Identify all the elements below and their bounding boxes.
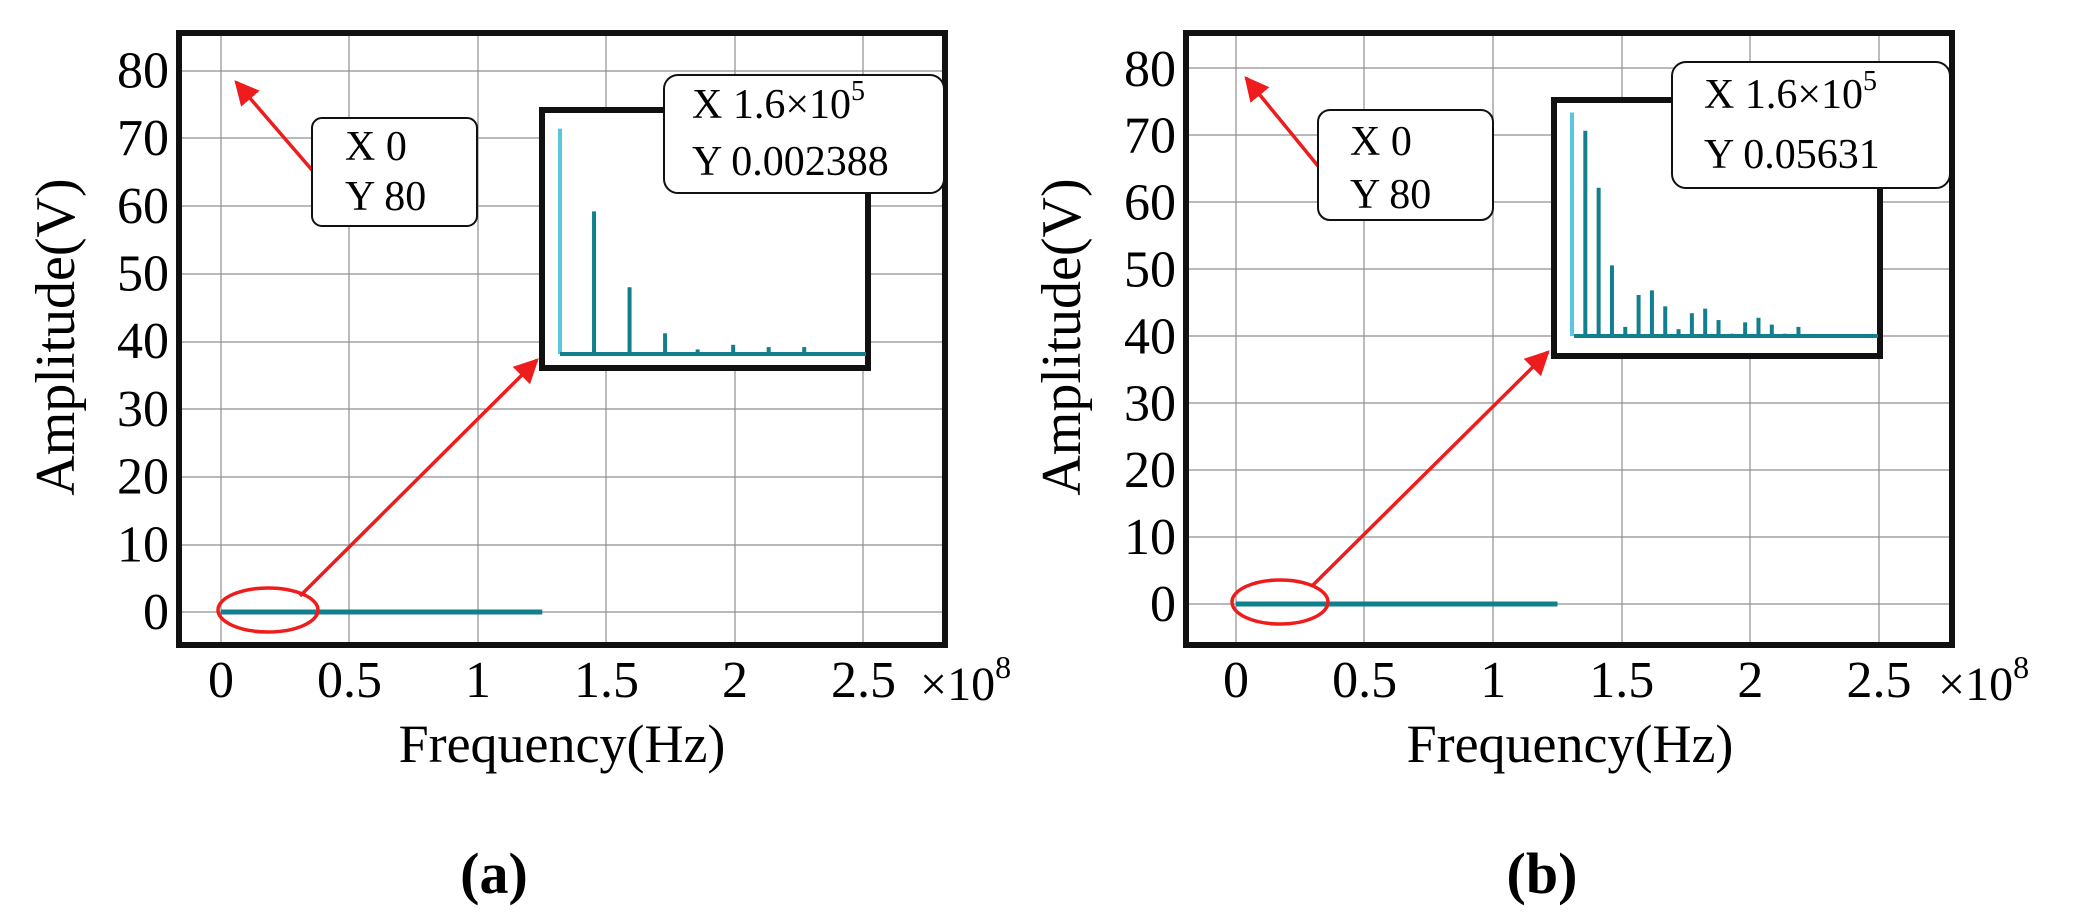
datatip-box (311, 117, 478, 227)
y-tick-label: 80 (1124, 41, 1176, 98)
datatip-y: Y 80 (345, 174, 426, 220)
y-axis-label: Amplitude(V) (1031, 178, 1093, 495)
x-tick-label: 2.5 (831, 652, 896, 709)
datatip-y: Y 0.002388 (692, 139, 889, 185)
y-tick-label: 30 (117, 381, 169, 438)
y-axis-label: Amplitude(V) (25, 178, 87, 495)
datatip-x: X 1.6×105 (1704, 66, 1877, 118)
x-axis-multiplier: ×108 (1938, 649, 2029, 711)
datatip-box (1317, 109, 1494, 221)
x-tick-label: 0.5 (317, 652, 382, 709)
x-tick-label: 1.5 (1589, 652, 1654, 709)
datatip-x-exponent: 5 (851, 76, 865, 107)
datatip-x: X 0 (345, 124, 407, 170)
datatip-peak: X 0 Y 80 (311, 117, 478, 227)
panel-a-x-ticks: 0 0.5 1 1.5 2 2.5 (208, 652, 896, 709)
y-tick-label: 70 (117, 110, 169, 167)
datatip-harmonic: X 1.6×105 Y 0.05631 (1671, 61, 1951, 189)
y-tick-label: 60 (1124, 175, 1176, 232)
y-tick-label: 40 (1124, 308, 1176, 365)
x-axis-label: Frequency(Hz) (1407, 714, 1734, 774)
panel-b-y-ticks: 0 10 20 30 40 50 60 70 80 (1124, 41, 1176, 633)
x-axis-multiplier-exponent: 8 (2013, 649, 2029, 685)
x-axis-multiplier: ×108 (920, 649, 1011, 711)
y-tick-label: 70 (1124, 108, 1176, 165)
datatip-harmonic: X 1.6×105 Y 0.002388 (663, 74, 945, 194)
zoom-region-ellipse (1230, 578, 1330, 626)
x-tick-label: 0 (1223, 652, 1249, 709)
y-tick-label: 10 (117, 516, 169, 573)
x-tick-label: 1.5 (574, 652, 639, 709)
panel-label-a: (a) (460, 841, 528, 906)
y-tick-label: 60 (117, 178, 169, 235)
x-axis-multiplier-exponent: 8 (995, 649, 1011, 685)
x-tick-label: 2 (1737, 652, 1763, 709)
zoom-region-ellipse (216, 586, 320, 634)
datatip-x: X 1.6×105 (692, 76, 865, 128)
panel-a: 0 0.5 1 1.5 2 2.5 0 10 20 30 40 50 60 70… (25, 30, 1011, 906)
x-tick-label: 0 (208, 652, 234, 709)
y-tick-label: 20 (1124, 442, 1176, 499)
x-tick-label: 1 (465, 652, 491, 709)
datatip-peak: X 0 Y 80 (1317, 109, 1494, 221)
inset-spikes (558, 128, 807, 354)
y-tick-label: 0 (1150, 576, 1176, 633)
y-tick-label: 50 (1124, 242, 1176, 299)
panel-b-series (1233, 68, 1558, 607)
datatip-x-base: X 1.6×10 (1704, 72, 1863, 118)
x-axis-multiplier-base: ×10 (920, 658, 995, 711)
panel-label-b: (b) (1507, 841, 1578, 906)
x-tick-label: 1 (1480, 652, 1506, 709)
datatip-box (1671, 61, 1951, 189)
y-tick-label: 10 (1124, 509, 1176, 566)
datatip-x-exponent: 5 (1863, 66, 1877, 97)
peak-arrow (1244, 76, 1320, 168)
x-tick-label: 0.5 (1332, 652, 1397, 709)
panel-b-x-ticks: 0 0.5 1 1.5 2 2.5 (1223, 652, 1912, 709)
panel-b: 0 0.5 1 1.5 2 2.5 0 10 20 30 40 50 60 70… (1031, 30, 2029, 906)
x-axis-multiplier-base: ×10 (1938, 658, 2013, 711)
y-tick-label: 40 (117, 313, 169, 370)
y-tick-label: 0 (143, 584, 169, 641)
y-tick-label: 20 (117, 449, 169, 506)
datatip-x-base: X 1.6×10 (692, 82, 851, 128)
y-tick-label: 30 (1124, 375, 1176, 432)
datatip-y: Y 80 (1350, 172, 1431, 218)
x-tick-label: 2 (722, 652, 748, 709)
inset-spikes (1570, 112, 1801, 336)
x-tick-label: 2.5 (1847, 652, 1912, 709)
x-axis-label: Frequency(Hz) (399, 714, 726, 774)
panel-a-y-ticks: 0 10 20 30 40 50 60 70 80 (117, 42, 169, 641)
zoom-arrow (298, 358, 539, 598)
y-tick-label: 50 (117, 246, 169, 303)
panel-a-frame (176, 30, 948, 648)
zoom-arrow (1310, 350, 1550, 588)
y-tick-label: 80 (117, 42, 169, 99)
panel-b-frame (1183, 30, 1955, 648)
datatip-y: Y 0.05631 (1704, 132, 1880, 178)
datatip-x: X 0 (1350, 119, 1412, 165)
datatip-box (663, 74, 945, 194)
panel-a-series (218, 70, 543, 615)
peak-arrow (234, 80, 314, 172)
